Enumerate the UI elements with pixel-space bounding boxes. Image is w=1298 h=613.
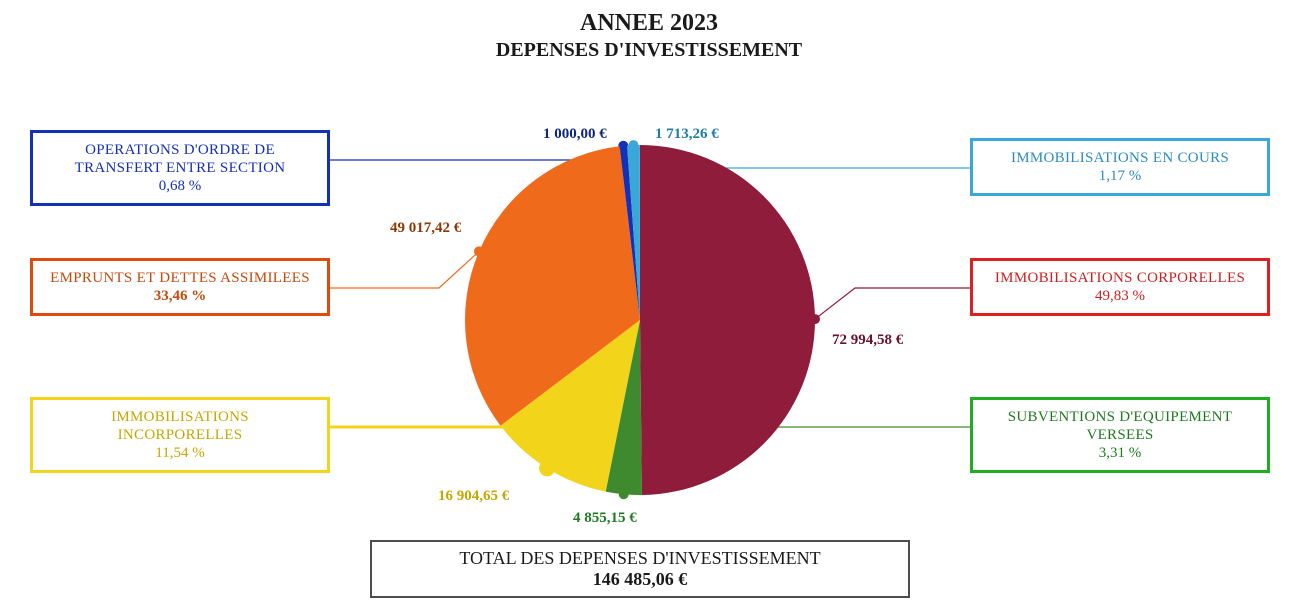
value-label-incorp: 16 904,65 € xyxy=(438,488,509,505)
value-label-subv: 4 855,15 € xyxy=(573,510,637,527)
value-label-ordre: 1 000,00 € xyxy=(543,126,607,143)
legend-title-emprunts: EMPRUNTS ET DETTES ASSIMILEES xyxy=(47,269,313,287)
legend-box-corp: IMMOBILISATIONS CORPORELLES49,83 % xyxy=(970,258,1270,316)
legend-box-ordre: OPERATIONS D'ORDRE DE TRANSFERT ENTRE SE… xyxy=(30,130,330,206)
total-title: TOTAL DES DEPENSES D'INVESTISSEMENT xyxy=(390,548,890,569)
legend-box-subv: SUBVENTIONS D'EQUIPEMENT VERSEES3,31 % xyxy=(970,397,1270,473)
legend-pct-emprunts: 33,46 % xyxy=(47,287,313,305)
value-label-corp: 72 994,58 € xyxy=(832,332,903,349)
legend-pct-subv: 3,31 % xyxy=(987,444,1253,462)
legend-box-encours: IMMOBILISATIONS EN COURS1,17 % xyxy=(970,138,1270,196)
legend-pct-ordre: 0,68 % xyxy=(47,177,313,195)
total-box: TOTAL DES DEPENSES D'INVESTISSEMENT 146 … xyxy=(370,540,910,598)
legend-pct-encours: 1,17 % xyxy=(987,167,1253,185)
pie-slice-corp xyxy=(640,145,815,495)
legend-box-emprunts: EMPRUNTS ET DETTES ASSIMILEES33,46 % xyxy=(30,258,330,316)
legend-title-ordre: OPERATIONS D'ORDRE DE TRANSFERT ENTRE SE… xyxy=(47,141,313,177)
value-label-encours: 1 713,26 € xyxy=(655,126,719,143)
legend-title-encours: IMMOBILISATIONS EN COURS xyxy=(987,149,1253,167)
legend-box-incorp: IMMOBILISATIONS INCORPORELLES11,54 % xyxy=(30,397,330,473)
total-value: 146 485,06 € xyxy=(390,569,890,590)
value-label-emprunts: 49 017,42 € xyxy=(390,220,461,237)
legend-title-subv: SUBVENTIONS D'EQUIPEMENT VERSEES xyxy=(987,408,1253,444)
legend-title-incorp: IMMOBILISATIONS INCORPORELLES xyxy=(47,408,313,444)
legend-pct-corp: 49,83 % xyxy=(987,287,1253,305)
legend-title-corp: IMMOBILISATIONS CORPORELLES xyxy=(987,269,1253,287)
legend-pct-incorp: 11,54 % xyxy=(47,444,313,462)
